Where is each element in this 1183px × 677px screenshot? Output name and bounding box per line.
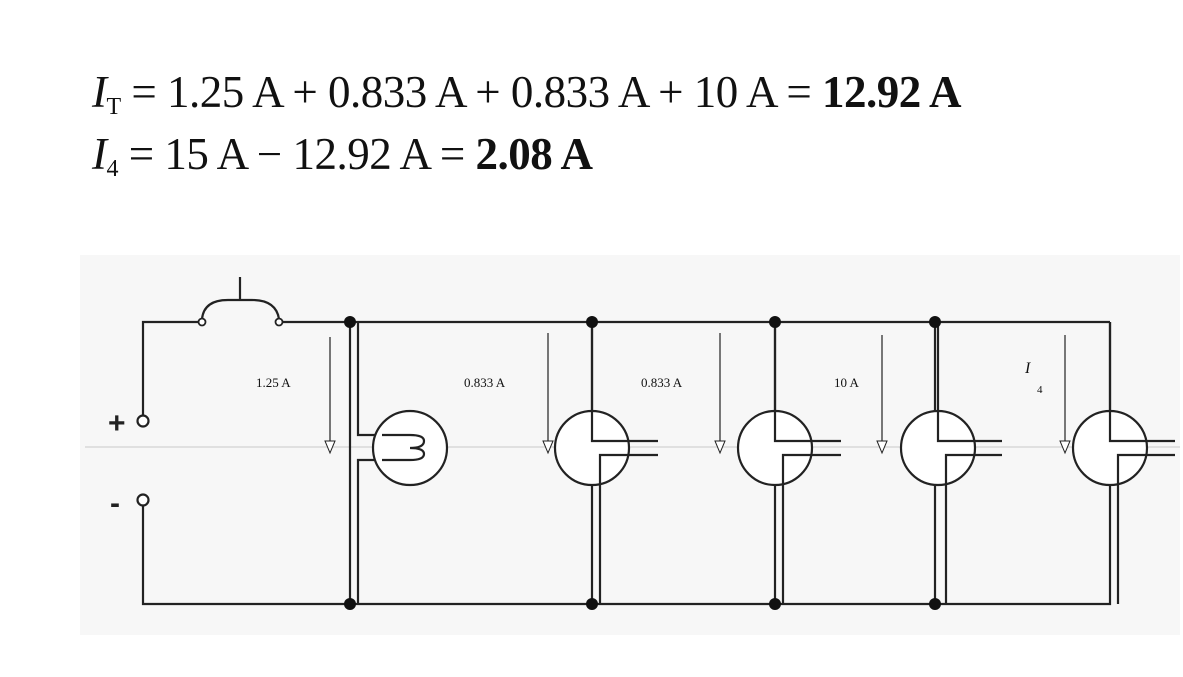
current-arrow-5 <box>1059 335 1071 455</box>
motor-branch-4 <box>1071 322 1175 604</box>
motor-branch-1 <box>553 322 658 604</box>
current-arrow-4 <box>876 335 888 455</box>
positive-terminal <box>136 414 150 428</box>
positive-feed-wire <box>141 320 200 415</box>
positive-terminal-label: + <box>108 407 126 440</box>
circuit-diagram: + - <box>80 255 1180 635</box>
branch-current-label: 10 A <box>834 375 860 390</box>
branch-current-label: 1.25 A <box>256 375 291 390</box>
bottom-bus <box>350 322 1112 606</box>
equation-expression: = 15 A − 12.92 A = <box>118 129 476 179</box>
motor-branch-3 <box>899 322 1002 604</box>
fuse-switch <box>197 277 350 327</box>
negative-terminal <box>136 493 150 507</box>
lamp-branch <box>348 322 449 604</box>
unknown-current-label: I <box>1024 360 1031 377</box>
current-arrow-1 <box>324 337 336 455</box>
branch-current-label: 0.833 A <box>641 375 683 390</box>
current-subscript: 4 <box>106 156 119 182</box>
circuit-svg: + - <box>85 277 1180 610</box>
branch-current-label: 0.833 A <box>464 375 506 390</box>
negative-terminal-label: - <box>110 487 120 520</box>
current-subscript: T <box>106 94 122 120</box>
current-arrow-3 <box>714 333 726 455</box>
motor-branch-2 <box>736 322 841 604</box>
current-symbol: I <box>92 129 107 179</box>
equation-expression: = 1.25 A + 0.833 A + 0.833 A + 10 A = <box>120 67 822 117</box>
equation-result: 2.08 A <box>475 129 593 179</box>
unknown-current-subscript: 4 <box>1037 384 1043 396</box>
equation-total-current: IT = 1.25 A + 0.833 A + 0.833 A + 10 A =… <box>92 67 962 120</box>
negative-feed-wire <box>141 506 350 606</box>
equation-unknown-current: I4 = 15 A − 12.92 A = 2.08 A <box>92 129 593 182</box>
current-symbol: I <box>92 67 107 117</box>
current-arrow-2 <box>542 333 554 455</box>
junction-nodes <box>344 316 941 610</box>
equation-result: 12.92 A <box>821 67 962 117</box>
